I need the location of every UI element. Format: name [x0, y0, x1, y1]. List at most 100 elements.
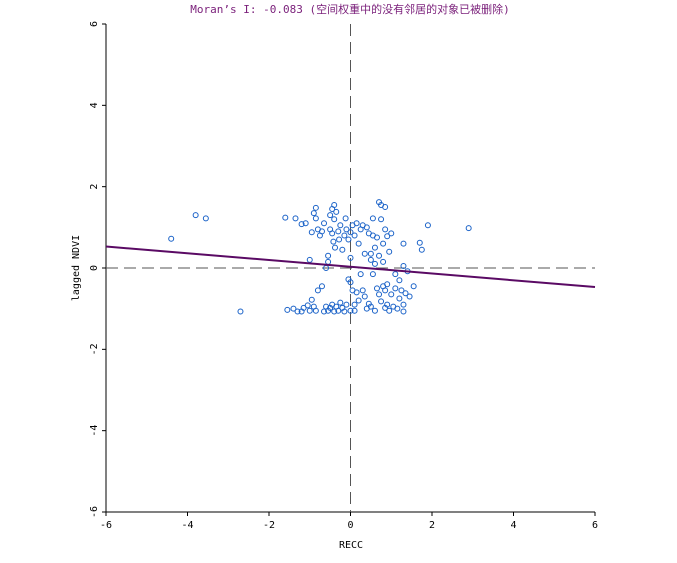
data-point-78: [306, 307, 313, 314]
data-point-129: [400, 301, 407, 308]
data-point-19: [325, 252, 332, 259]
data-point-52: [371, 260, 378, 267]
data-point-62: [382, 204, 389, 210]
data-point-30: [336, 236, 343, 243]
data-point-118: [384, 281, 391, 288]
data-point-77: [304, 302, 311, 309]
data-point-60: [380, 258, 387, 265]
data-point-1: [192, 212, 199, 219]
data-point-74: [294, 308, 301, 315]
data-point-112: [373, 285, 380, 292]
data-point-40: [351, 232, 358, 239]
data-point-117: [382, 287, 389, 294]
data-point-38: [347, 254, 354, 261]
data-point-70: [424, 222, 431, 229]
data-point-120: [386, 307, 393, 314]
data-point-65: [388, 230, 395, 237]
data-point-127: [396, 295, 403, 302]
data-point-59: [380, 240, 387, 247]
data-point-109: [367, 303, 374, 310]
data-point-111: [371, 307, 378, 314]
data-point-84: [321, 308, 328, 315]
data-point-23: [329, 230, 336, 237]
y-tick-label-0: -6: [89, 506, 100, 518]
data-point-100: [351, 301, 358, 308]
data-point-110: [369, 271, 376, 278]
y-tick-label-2: -2: [89, 343, 100, 355]
data-point-104: [357, 271, 364, 278]
data-point-49: [367, 250, 374, 257]
data-point-36: [345, 236, 352, 243]
data-point-29: [335, 228, 342, 235]
data-point-83: [318, 283, 325, 290]
x-tick-label-1: -4: [181, 520, 193, 531]
data-point-89: [331, 308, 338, 315]
data-point-16: [321, 220, 328, 227]
data-point-28: [333, 208, 340, 215]
data-point-102: [353, 289, 360, 296]
data-point-91: [335, 307, 342, 314]
data-point-10: [310, 210, 317, 217]
data-point-46: [363, 224, 370, 231]
y-tick-label-5: 4: [89, 102, 100, 108]
data-point-63: [384, 233, 391, 240]
data-point-68: [416, 239, 423, 246]
data-point-69: [418, 246, 425, 253]
data-point-79: [308, 296, 315, 303]
data-point-123: [392, 285, 399, 292]
data-point-113: [376, 291, 383, 298]
x-tick-label-6: 6: [592, 520, 598, 531]
y-tick-label-3: 0: [89, 265, 100, 271]
regression-line-group: [105, 245, 596, 289]
data-point-97: [347, 279, 354, 286]
data-point-37: [347, 229, 354, 236]
x-axis-label: RECC: [339, 540, 363, 551]
data-point-134: [410, 283, 417, 290]
data-point-133: [406, 293, 413, 300]
data-point-0: [168, 235, 175, 242]
data-point-64: [386, 248, 393, 255]
y-tick-label-6: 6: [89, 21, 100, 27]
data-point-6: [298, 221, 305, 228]
data-point-31: [337, 222, 344, 229]
reference-lines: [106, 24, 595, 512]
data-point-5: [292, 215, 299, 222]
data-point-4: [282, 214, 289, 221]
data-point-124: [392, 271, 399, 278]
y-tick-label-4: 2: [89, 184, 100, 190]
data-point-66: [400, 240, 407, 247]
data-point-7: [302, 220, 309, 227]
data-point-114: [378, 298, 385, 305]
data-point-101: [351, 307, 358, 314]
regression-line: [105, 245, 596, 289]
data-point-48: [367, 256, 374, 263]
data-point-27: [332, 244, 339, 251]
data-points: [168, 199, 472, 315]
data-point-33: [341, 232, 348, 239]
data-point-71: [465, 225, 472, 232]
data-point-15: [318, 228, 325, 235]
chart-title: Moran’s I: -0.083 (空间权重中的没有邻居的对象已被删除): [190, 2, 509, 16]
x-tick-label-0: -6: [100, 520, 112, 531]
data-point-35: [343, 226, 350, 233]
data-point-94: [341, 308, 348, 315]
data-point-3: [237, 308, 244, 315]
x-tick-label-3: 0: [347, 520, 353, 531]
x-tick-label-4: 2: [429, 520, 435, 531]
data-point-81: [312, 307, 319, 314]
x-tick-label-5: 4: [510, 520, 516, 531]
data-point-92: [337, 299, 344, 306]
data-point-106: [361, 293, 368, 300]
y-axis-label: lagged NDVI: [71, 235, 82, 301]
data-point-32: [339, 246, 346, 253]
data-point-126: [396, 277, 403, 284]
data-point-51: [369, 215, 376, 222]
data-point-121: [388, 291, 395, 298]
data-point-8: [306, 256, 313, 263]
data-point-130: [400, 308, 407, 315]
data-point-67: [400, 262, 407, 269]
data-point-11: [312, 204, 319, 211]
y-tick-label-1: -4: [89, 425, 100, 437]
data-point-20: [327, 212, 334, 219]
